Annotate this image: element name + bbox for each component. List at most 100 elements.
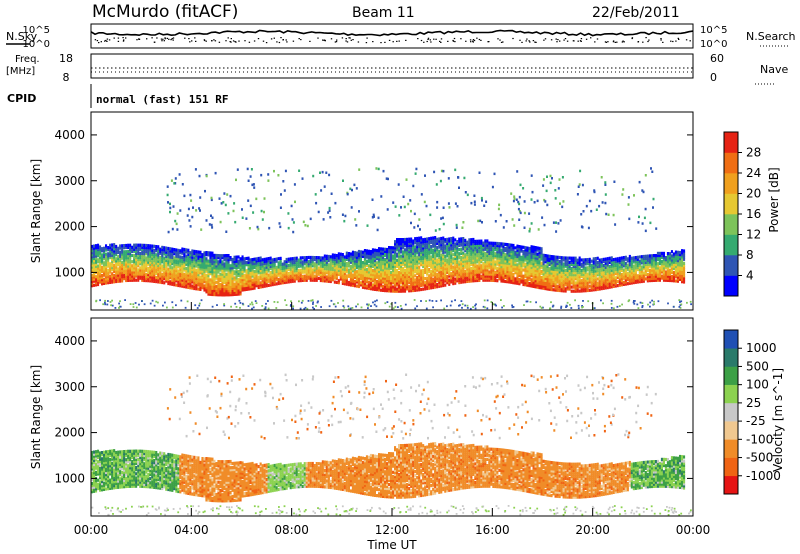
scatter-cell <box>604 265 607 269</box>
scatter-cell <box>594 283 597 287</box>
scatter-cell <box>428 284 431 288</box>
scatter-cell <box>179 257 182 261</box>
scatter-cell <box>121 244 124 248</box>
scatter-cell <box>396 279 399 283</box>
scatter-cell <box>442 253 445 257</box>
scatter-cell <box>388 248 391 252</box>
scatter-cell <box>502 246 505 250</box>
scatter-cell <box>213 264 216 268</box>
scatter-cell <box>466 250 469 255</box>
scatter-cell <box>660 274 663 278</box>
scatter-cell <box>315 270 318 274</box>
scatter-cell <box>466 269 469 273</box>
scatter-cell <box>133 268 136 272</box>
scatter-cell <box>492 266 495 270</box>
scatter-cell <box>554 278 557 282</box>
scatter-cell <box>153 261 156 265</box>
scatter-cell <box>518 253 521 257</box>
scatter-cell <box>111 243 114 247</box>
scatter-cell <box>464 271 467 275</box>
scatter-cell <box>227 278 230 282</box>
scatter-cell <box>582 270 585 274</box>
scatter-cell <box>285 259 288 264</box>
scatter-cell <box>604 263 607 267</box>
scatter-cell <box>333 268 336 272</box>
scatter-cell <box>508 278 511 282</box>
scatter-cell <box>596 271 599 275</box>
scatter-cell <box>181 259 184 264</box>
scatter-cell <box>430 251 433 255</box>
scatter-cell <box>418 269 421 273</box>
scatter-cell <box>227 266 230 270</box>
scatter-cell <box>287 257 290 261</box>
scatter-cell <box>251 262 254 266</box>
scatter-cell <box>408 256 411 260</box>
scatter-cell <box>233 290 236 294</box>
scatter-cell <box>466 257 469 261</box>
scatter-cell <box>554 265 557 269</box>
scatter-cell <box>343 255 346 259</box>
scatter-cell <box>281 264 284 268</box>
scatter-cell <box>351 252 354 256</box>
scatter-cell <box>151 269 154 273</box>
scatter-cell <box>538 261 541 265</box>
scatter-cell <box>410 278 413 282</box>
scatter-cell <box>227 274 230 278</box>
scatter-cell <box>371 256 374 260</box>
scatter-cell <box>105 262 108 267</box>
scatter-cell <box>478 270 481 274</box>
scatter-cell <box>363 286 366 290</box>
scatter-cell <box>544 266 547 270</box>
scatter-cell <box>171 268 174 272</box>
scatter-cell <box>420 240 423 244</box>
scatter-cell <box>488 270 491 274</box>
scatter-cell <box>181 266 184 270</box>
scatter-cell <box>476 256 479 260</box>
scatter-cell <box>171 276 174 280</box>
scatter-cell <box>650 254 653 258</box>
scatter-cell <box>97 266 100 270</box>
scatter-cell <box>201 263 204 267</box>
scatter-cell <box>323 271 326 275</box>
scatter-cell <box>207 259 210 263</box>
scatter-cell <box>189 286 192 290</box>
scatter-cell <box>225 293 228 297</box>
scatter-cell <box>359 270 362 275</box>
scatter-cell <box>199 263 202 267</box>
scatter-cell <box>337 262 340 266</box>
scatter-cell <box>454 250 457 254</box>
scatter-cell <box>169 253 172 257</box>
scatter-cell <box>107 246 110 250</box>
scatter-cell <box>456 258 459 262</box>
scatter-cell <box>448 260 451 264</box>
scatter-cell <box>516 252 519 257</box>
scatter-cell <box>315 274 318 278</box>
scatter-cell <box>380 255 383 259</box>
scatter-cell <box>249 262 252 266</box>
scatter-cell <box>404 250 407 254</box>
scatter-cell <box>626 267 629 271</box>
scatter-cell <box>570 275 573 279</box>
scatter-cell <box>91 275 94 280</box>
scatter-cell <box>536 273 539 277</box>
scatter-cell <box>329 265 332 269</box>
scatter-cell <box>494 276 497 280</box>
scatter-cell <box>189 259 192 263</box>
scatter-cell <box>169 280 172 284</box>
scatter-cell <box>384 262 387 266</box>
scatter-cell <box>217 270 220 274</box>
scatter-cell <box>528 265 531 269</box>
scatter-cell <box>275 282 278 286</box>
scatter-cell <box>462 239 465 243</box>
nsearch-point <box>427 38 429 40</box>
nsearch-point <box>122 40 125 42</box>
scatter-cell <box>386 278 389 282</box>
scatter-cell <box>440 259 443 263</box>
scatter-cell <box>442 236 445 240</box>
scatter-cell <box>594 277 597 281</box>
scatter-cell <box>530 265 533 270</box>
scatter-cell <box>620 279 623 283</box>
scatter-cell <box>95 279 98 283</box>
scatter-cell <box>504 259 507 263</box>
scatter-cell <box>418 246 421 251</box>
